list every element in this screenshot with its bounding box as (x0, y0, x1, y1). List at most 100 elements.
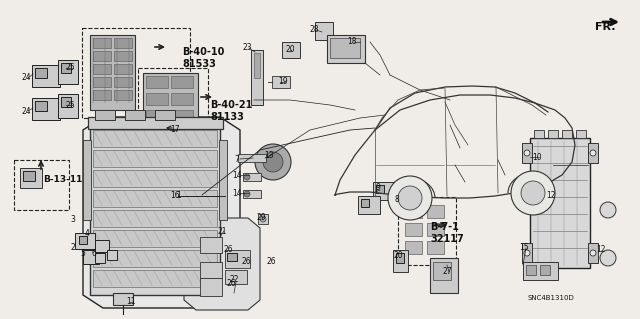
Text: 5: 5 (81, 249, 85, 258)
Bar (540, 265, 550, 275)
Bar (61, 63, 71, 73)
Bar (93, 150, 217, 167)
Bar (83, 250, 99, 264)
Text: 14: 14 (232, 189, 242, 197)
Bar (83, 140, 91, 220)
Bar (58, 94, 78, 118)
Bar (114, 51, 132, 61)
Bar (427, 223, 444, 236)
Text: 20: 20 (285, 46, 295, 55)
Text: SNC4B1310D: SNC4B1310D (527, 295, 573, 301)
Bar (114, 38, 132, 48)
Bar (534, 130, 544, 138)
Bar (315, 22, 333, 40)
Bar (427, 205, 444, 218)
Text: B-7-1
32117: B-7-1 32117 (430, 222, 464, 244)
Bar (526, 265, 536, 275)
Bar (114, 90, 132, 100)
Bar (93, 210, 217, 227)
Polygon shape (184, 218, 260, 310)
Bar (23, 171, 35, 181)
Circle shape (260, 216, 266, 222)
Circle shape (600, 202, 616, 218)
Bar (361, 199, 369, 207)
Bar (143, 73, 198, 131)
Bar (405, 205, 422, 218)
Bar (258, 214, 268, 224)
Bar (95, 110, 115, 120)
Bar (522, 143, 532, 163)
Text: 17: 17 (170, 125, 180, 135)
Circle shape (244, 191, 250, 197)
Bar (93, 170, 217, 187)
Bar (588, 243, 598, 263)
Bar (243, 190, 261, 198)
Bar (20, 168, 42, 188)
Bar (522, 243, 532, 263)
Text: 26: 26 (223, 246, 233, 255)
Bar (79, 236, 87, 244)
Bar (146, 76, 168, 88)
Bar (35, 68, 47, 78)
Bar (588, 143, 598, 163)
Text: 26: 26 (226, 278, 236, 287)
Text: 16: 16 (170, 191, 180, 201)
Bar (35, 101, 47, 111)
Text: 14: 14 (232, 170, 242, 180)
Bar (93, 77, 111, 87)
Bar (90, 125, 220, 295)
Bar (405, 241, 422, 254)
Bar (82, 28, 190, 118)
Text: 4: 4 (84, 228, 90, 238)
Text: 26: 26 (266, 257, 276, 266)
Text: 3: 3 (70, 216, 76, 225)
Bar (32, 98, 60, 120)
Bar (93, 250, 217, 267)
Bar (14, 160, 69, 210)
Polygon shape (83, 117, 240, 308)
Bar (61, 97, 71, 107)
Bar (396, 253, 404, 263)
Text: B-13-11: B-13-11 (43, 175, 83, 184)
Bar (576, 130, 586, 138)
Bar (405, 223, 422, 236)
Bar (113, 293, 133, 305)
Text: 12: 12 (547, 190, 556, 199)
Bar (155, 110, 175, 120)
Bar (282, 42, 300, 58)
Bar (88, 117, 223, 129)
Text: 2: 2 (70, 243, 76, 253)
Bar (114, 64, 132, 74)
Text: 25: 25 (65, 63, 75, 72)
Text: 29: 29 (256, 213, 266, 222)
Text: B-40-21
81133: B-40-21 81133 (210, 100, 252, 122)
Bar (138, 68, 208, 136)
Bar (200, 278, 222, 296)
Bar (427, 241, 444, 254)
Text: 15: 15 (519, 243, 529, 253)
Text: 10: 10 (532, 152, 542, 161)
Circle shape (263, 152, 283, 172)
Circle shape (521, 181, 545, 205)
Text: 19: 19 (278, 78, 288, 86)
Bar (238, 154, 266, 162)
Text: 11: 11 (126, 298, 136, 307)
Text: 9: 9 (376, 183, 380, 192)
Text: 8: 8 (395, 196, 399, 204)
Bar (95, 253, 105, 263)
Bar (200, 237, 222, 253)
Bar (90, 35, 135, 110)
Circle shape (590, 150, 596, 156)
Bar (93, 38, 111, 48)
Circle shape (600, 250, 616, 266)
Text: 6: 6 (92, 249, 97, 258)
Circle shape (524, 150, 530, 156)
Bar (433, 262, 451, 280)
Text: 23: 23 (242, 43, 252, 53)
Circle shape (398, 186, 422, 210)
Bar (227, 253, 237, 261)
Circle shape (244, 174, 250, 180)
Bar (562, 130, 572, 138)
Bar (272, 76, 290, 88)
Bar (219, 140, 227, 220)
